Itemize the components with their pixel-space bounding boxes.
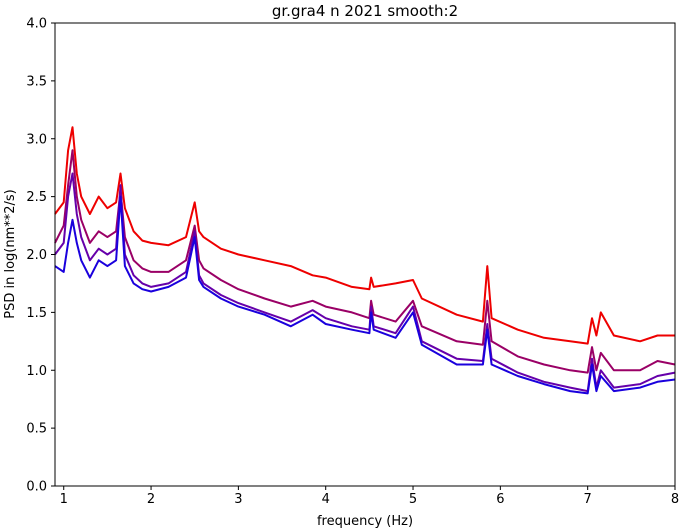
x-tick-label: 6 bbox=[496, 492, 504, 507]
x-axis-ticks: 1 2 3 4 5 6 7 8 bbox=[60, 486, 679, 507]
y-tick-label: 0.5 bbox=[26, 422, 47, 437]
y-tick-label: 1.5 bbox=[26, 306, 47, 321]
series-line-4 bbox=[54, 195, 676, 395]
y-tick-label: 0.0 bbox=[26, 480, 47, 495]
chart-title: gr.gra4 n 2021 smooth:2 bbox=[272, 2, 458, 20]
x-tick-label: 1 bbox=[60, 492, 68, 507]
x-tick-label: 3 bbox=[234, 492, 242, 507]
y-tick-label: 2.5 bbox=[26, 190, 47, 205]
y-axis-ticks: 0.0 0.5 1.0 1.5 2.0 2.5 3.0 3.5 4.0 bbox=[26, 17, 55, 495]
series-line-1 bbox=[54, 126, 675, 345]
y-tick-label: 3.5 bbox=[26, 74, 47, 89]
y-tick-label: 4.0 bbox=[26, 17, 47, 32]
x-tick-label: 7 bbox=[584, 492, 592, 507]
x-tick-label: 4 bbox=[322, 492, 330, 507]
series-line-3 bbox=[54, 172, 676, 393]
x-axis-label: frequency (Hz) bbox=[317, 514, 413, 529]
y-tick-label: 2.0 bbox=[26, 248, 47, 263]
x-tick-label: 8 bbox=[671, 492, 679, 507]
x-tick-label: 2 bbox=[147, 492, 155, 507]
y-axis-label: PSD in log(nm**2/s) bbox=[3, 189, 18, 319]
y-tick-label: 1.0 bbox=[26, 364, 47, 379]
plot-lines bbox=[54, 126, 676, 395]
y-tick-label: 3.0 bbox=[26, 132, 47, 147]
series-line-2 bbox=[54, 149, 676, 374]
x-tick-label: 5 bbox=[409, 492, 417, 507]
